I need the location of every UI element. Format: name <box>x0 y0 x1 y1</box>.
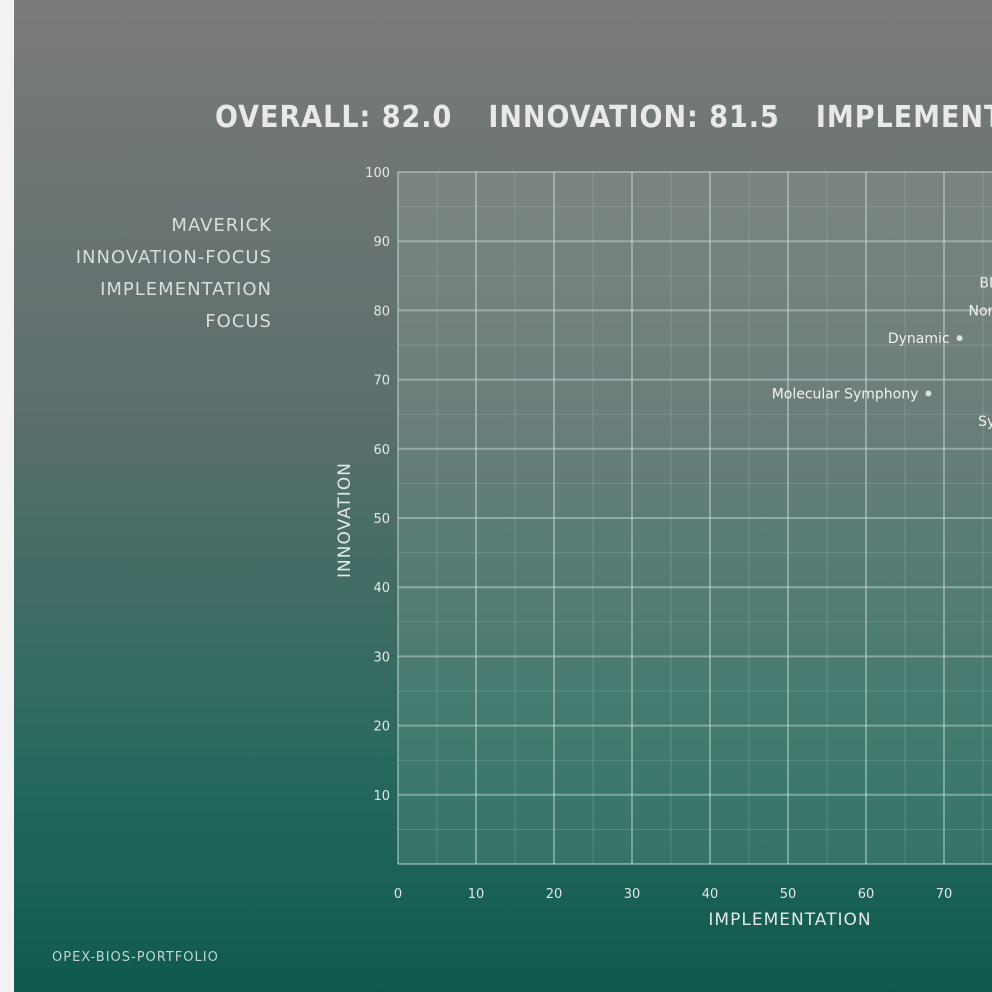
quadrant-note-line: IMPLEMENTATION <box>100 279 272 300</box>
innovation-score: INNOVATION: 81.5 <box>488 99 780 135</box>
footer-text: OPEX-BIOS-PORTFOLIO <box>52 950 219 965</box>
x-tick-label: 60 <box>858 887 875 902</box>
x-tick-label: 10 <box>468 887 485 902</box>
data-point-label: Dynamic <box>888 331 950 347</box>
y-tick-label: 50 <box>373 512 390 527</box>
quadrant-note-line: MAVERICK <box>171 215 272 236</box>
left-edge-strip <box>0 0 14 992</box>
implementation-score: IMPLEMENTATION: 8 <box>815 99 992 135</box>
y-tick-label: 90 <box>373 235 390 250</box>
y-tick-label: 100 <box>365 166 390 181</box>
data-point <box>925 390 932 397</box>
y-tick-label: 10 <box>373 789 390 804</box>
data-point-label: Molecular Symphony <box>772 386 919 402</box>
quadrant-note-line: INNOVATION-FOCUS <box>75 247 272 268</box>
y-tick-label: 40 <box>373 581 390 596</box>
y-tick-label: 70 <box>373 374 390 389</box>
overall-score: OVERALL: 82.0 <box>215 99 453 135</box>
data-point-label: Syn <box>978 414 992 430</box>
data-point-label: BIO <box>979 276 992 292</box>
quadrant-note-line: FOCUS <box>205 311 272 332</box>
y-tick-label: 20 <box>373 720 390 735</box>
score-header: OVERALL: 82.0 INNOVATION: 81.5 IMPLEMENT… <box>215 92 992 142</box>
x-axis-label: IMPLEMENTATION <box>708 910 871 930</box>
y-axis-label: INNOVATION <box>335 462 355 578</box>
y-tick-label: 30 <box>373 650 390 665</box>
quadrant-note: MAVERICK INNOVATION-FOCUS IMPLEMENTATION… <box>22 210 272 338</box>
x-tick-label: 70 <box>936 887 953 902</box>
data-point-label: Non <box>968 303 992 319</box>
tick-labels: 01020304050607080102030405060708090100 <box>365 166 953 902</box>
data-point <box>956 335 963 342</box>
x-tick-label: 20 <box>546 887 563 902</box>
y-tick-label: 60 <box>373 443 390 458</box>
x-tick-label: 30 <box>624 887 641 902</box>
y-tick-label: 80 <box>373 304 390 319</box>
data-points: BIO Non Dynamic Molecular Symphony Syn <box>772 276 992 430</box>
plot-area <box>398 172 992 864</box>
x-tick-label: 40 <box>702 887 719 902</box>
grid-lines <box>397 171 992 865</box>
x-tick-label: 0 <box>394 887 402 902</box>
x-tick-label: 50 <box>780 887 797 902</box>
